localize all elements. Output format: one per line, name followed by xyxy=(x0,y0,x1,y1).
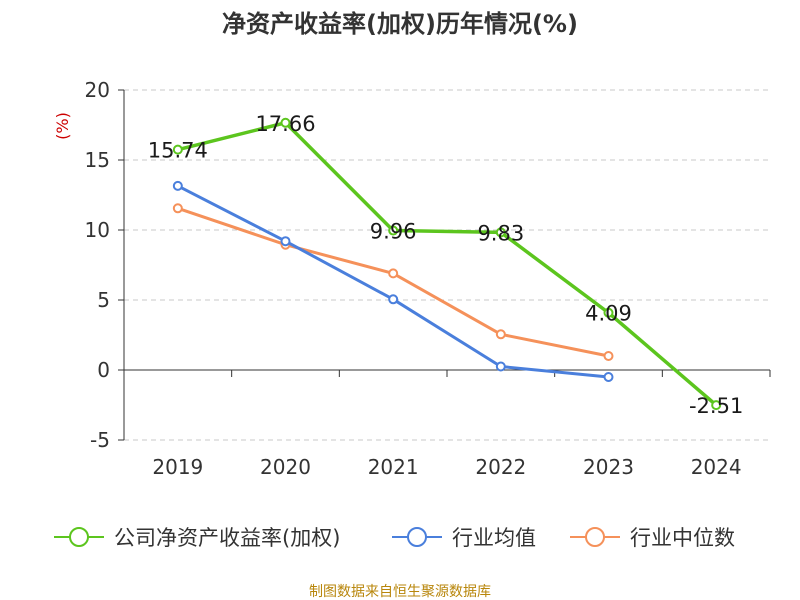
axis-layer: -5 0 5 10 15 20 2019 2020 2021 2022 2023 2024 xyxy=(85,78,771,479)
data-label-2019: 15.74 xyxy=(148,139,208,163)
series-1-point-2021 xyxy=(388,294,399,305)
y-tick-label-0: -5 xyxy=(90,428,110,452)
x-tick-label-2024: 2024 xyxy=(691,455,742,479)
y-tick-label-5: 20 xyxy=(85,78,110,102)
data-label-layer: 15.74 17.66 9.96 9.83 4.09 -2.51 xyxy=(148,112,744,418)
series-line-0 xyxy=(176,121,718,407)
legend-label-1: 行业均值 xyxy=(452,526,536,550)
series-0-point-2020 xyxy=(280,117,291,128)
data-label-2023: 4.09 xyxy=(585,302,632,326)
data-label-2022: 9.83 xyxy=(477,221,524,245)
x-tick-label-2019: 2019 xyxy=(152,455,203,479)
legend-label-2: 行业中位数 xyxy=(630,526,735,550)
y-axis-unit: (%) xyxy=(53,112,72,140)
chart-title: 净资产收益率(加权)历年情况(%) xyxy=(222,10,578,38)
x-tick-label-2021: 2021 xyxy=(368,455,419,479)
legend-marker-2 xyxy=(585,527,605,547)
series-1-point-2020 xyxy=(280,236,291,247)
legend-label-0: 公司净资产收益率(加权) xyxy=(114,526,340,550)
legend-marker-0 xyxy=(69,527,89,547)
series-0-point-2022 xyxy=(495,227,506,238)
data-label-2020: 17.66 xyxy=(255,112,315,136)
series-1-point-2023 xyxy=(603,372,614,382)
series-1-point-2019 xyxy=(172,180,183,191)
legend-item-0[interactable]: 公司净资产收益率(加权) xyxy=(54,526,340,550)
series-2-point-2022 xyxy=(495,329,506,340)
x-tick-label-2023: 2023 xyxy=(583,455,634,479)
y-tick-label-3: 10 xyxy=(85,218,110,242)
y-tick-label-1: 0 xyxy=(97,358,110,382)
series-2-point-2023 xyxy=(603,351,614,361)
y-tick-label-4: 15 xyxy=(85,148,110,172)
y-tick-label-2: 5 xyxy=(97,288,110,312)
series-0-point-2021 xyxy=(388,225,399,236)
grid-layer xyxy=(124,89,770,441)
legend-marker-1 xyxy=(407,527,427,547)
x-tick-label-2020: 2020 xyxy=(260,455,311,479)
series-0-point-2023 xyxy=(603,307,614,318)
series-line-1 xyxy=(176,184,610,379)
x-tick-label-2022: 2022 xyxy=(475,455,526,479)
data-label-2024: -2.51 xyxy=(689,394,743,418)
series-2-point-2019 xyxy=(172,203,183,214)
data-label-2021: 9.96 xyxy=(370,220,417,244)
series-1-point-2022 xyxy=(495,361,506,372)
series-layer xyxy=(172,117,722,411)
legend-item-1[interactable]: 行业均值 xyxy=(392,526,536,550)
series-0-point-2024 xyxy=(711,400,722,411)
series-0-point-2019 xyxy=(172,144,183,155)
series-2-point-2021 xyxy=(388,268,399,279)
legend-item-2[interactable]: 行业中位数 xyxy=(570,526,735,550)
legend: 公司净资产收益率(加权) 行业均值 行业中位数 xyxy=(54,526,735,550)
source-note: 制图数据来自恒生聚源数据库 xyxy=(309,584,491,600)
